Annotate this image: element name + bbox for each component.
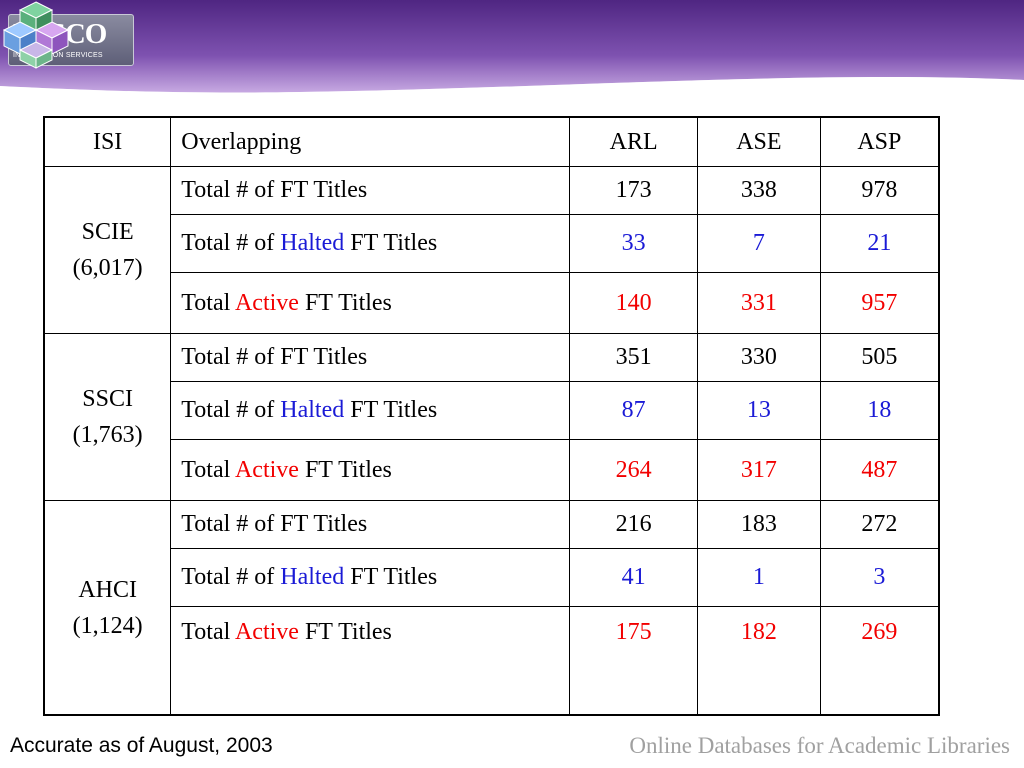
label-highlight-halted: Halted [280, 230, 345, 256]
label-prefix: Total # of [181, 397, 281, 423]
label-suffix: FT Titles [344, 230, 438, 256]
table-row: SCIE (6,017) Total # of FT Titles 173 33… [43, 166, 940, 334]
label-highlight-halted: Halted [280, 397, 345, 423]
table-row: Total Active FT Titles 175 182 269 [44, 606, 940, 716]
cell-value: 13 [697, 381, 821, 440]
cell-value: 317 [697, 439, 821, 501]
cell-value: 183 [697, 500, 821, 549]
cell-value: 957 [819, 272, 940, 334]
cell-value: 140 [569, 272, 699, 334]
cell-value: 173 [569, 166, 699, 215]
label-suffix: FT Titles [298, 289, 392, 316]
cell-value: 33 [569, 214, 699, 273]
label-highlight-active: Active [234, 456, 299, 483]
label-suffix: FT Titles [298, 619, 392, 645]
label-highlight-halted: Halted [280, 564, 345, 590]
cell-value: 21 [819, 214, 940, 273]
label-suffix: FT Titles [298, 456, 392, 483]
group-cell-scie: SCIE (6,017) [43, 166, 172, 334]
cell-value: 7 [697, 214, 821, 273]
row-label: Total Active FT Titles [170, 272, 571, 334]
cell-value: 330 [697, 333, 821, 382]
column-header-ase: ASE [697, 116, 821, 167]
table-row: AHCI (1,124) Total # of FT Titles 216 18… [43, 500, 940, 716]
cell-value: 264 [569, 439, 699, 501]
accuracy-note: Accurate as of August, 2003 [10, 734, 273, 757]
row-label: Total Active FT Titles [170, 439, 571, 501]
label-suffix: FT Titles [344, 397, 438, 423]
row-label: Total # of Halted FT Titles [170, 548, 571, 607]
cell-value: 272 [819, 500, 940, 549]
group-name: AHCI [78, 576, 137, 603]
row-label: Total # of Halted FT Titles [170, 214, 571, 273]
row-label: Total # of Halted FT Titles [170, 381, 571, 440]
column-header-isi: ISI [43, 116, 172, 167]
cell-value: 182 [697, 606, 821, 716]
cell-value: 41 [569, 548, 699, 607]
label-highlight-active: Active [234, 619, 299, 645]
row-label: Total Active FT Titles [170, 606, 571, 716]
label-prefix: Total # of [181, 564, 281, 590]
label-highlight-active: Active [234, 289, 299, 316]
cell-value: 331 [697, 272, 821, 334]
logo-subtitle: INFORMATION SERVICES [13, 52, 103, 59]
overlap-table: ISI Overlapping ARL ASE ASP SCIE (6,017)… [43, 116, 940, 716]
cell-value: 1 [697, 548, 821, 607]
row-label: Total # of FT Titles [170, 166, 571, 215]
cell-value: 3 [819, 548, 940, 607]
cell-value: 87 [569, 381, 699, 440]
label-suffix: FT Titles [344, 564, 438, 590]
table-row: Total Active FT Titles 140 331 957 [44, 272, 940, 334]
cubes-icon [2, 1, 70, 69]
cell-value: 175 [569, 606, 699, 716]
label-prefix: Total [181, 289, 235, 316]
column-header-overlapping: Overlapping [170, 116, 571, 167]
column-header-asp: ASP [819, 116, 940, 167]
header-swoosh [0, 0, 1024, 107]
group-cell-ahci: AHCI (1,124) [43, 500, 172, 716]
row-label: Total # of FT Titles [170, 333, 571, 382]
group-name: SSCI [82, 386, 133, 412]
table-header-row: ISI Overlapping ARL ASE ASP [43, 116, 940, 167]
group-count: (6,017) [72, 255, 143, 281]
cell-value: 505 [819, 333, 940, 382]
group-count: (1,763) [72, 422, 143, 448]
group-name: SCIE [81, 219, 134, 245]
table-row: Total # of Halted FT Titles 87 13 18 [44, 381, 940, 440]
presentation-title: Online Databases for Academic Libraries [629, 733, 1010, 758]
row-label: Total # of FT Titles [170, 500, 571, 549]
label-prefix: Total [181, 619, 235, 645]
cell-value: 487 [819, 439, 940, 501]
table-row: Total # of Halted FT Titles 33 7 21 [44, 214, 940, 273]
label-prefix: Total # of [181, 230, 281, 256]
header-band: EBSCO INFORMATION SERVICES [0, 0, 1024, 120]
table-row: Total # of Halted FT Titles 41 1 3 [44, 548, 940, 607]
cell-value: 269 [819, 606, 940, 716]
cell-value: 338 [697, 166, 821, 215]
cell-value: 18 [819, 381, 940, 440]
group-cell-ssci: SSCI (1,763) [43, 333, 172, 501]
label-prefix: Total [181, 456, 235, 483]
column-header-arl: ARL [569, 116, 699, 167]
group-count: (1,124) [72, 612, 143, 639]
table-row: SSCI (1,763) Total # of FT Titles 351 33… [43, 333, 940, 501]
cell-value: 978 [819, 166, 940, 215]
cell-value: 351 [569, 333, 699, 382]
table-row: Total Active FT Titles 264 317 487 [44, 439, 940, 501]
cell-value: 216 [569, 500, 699, 549]
